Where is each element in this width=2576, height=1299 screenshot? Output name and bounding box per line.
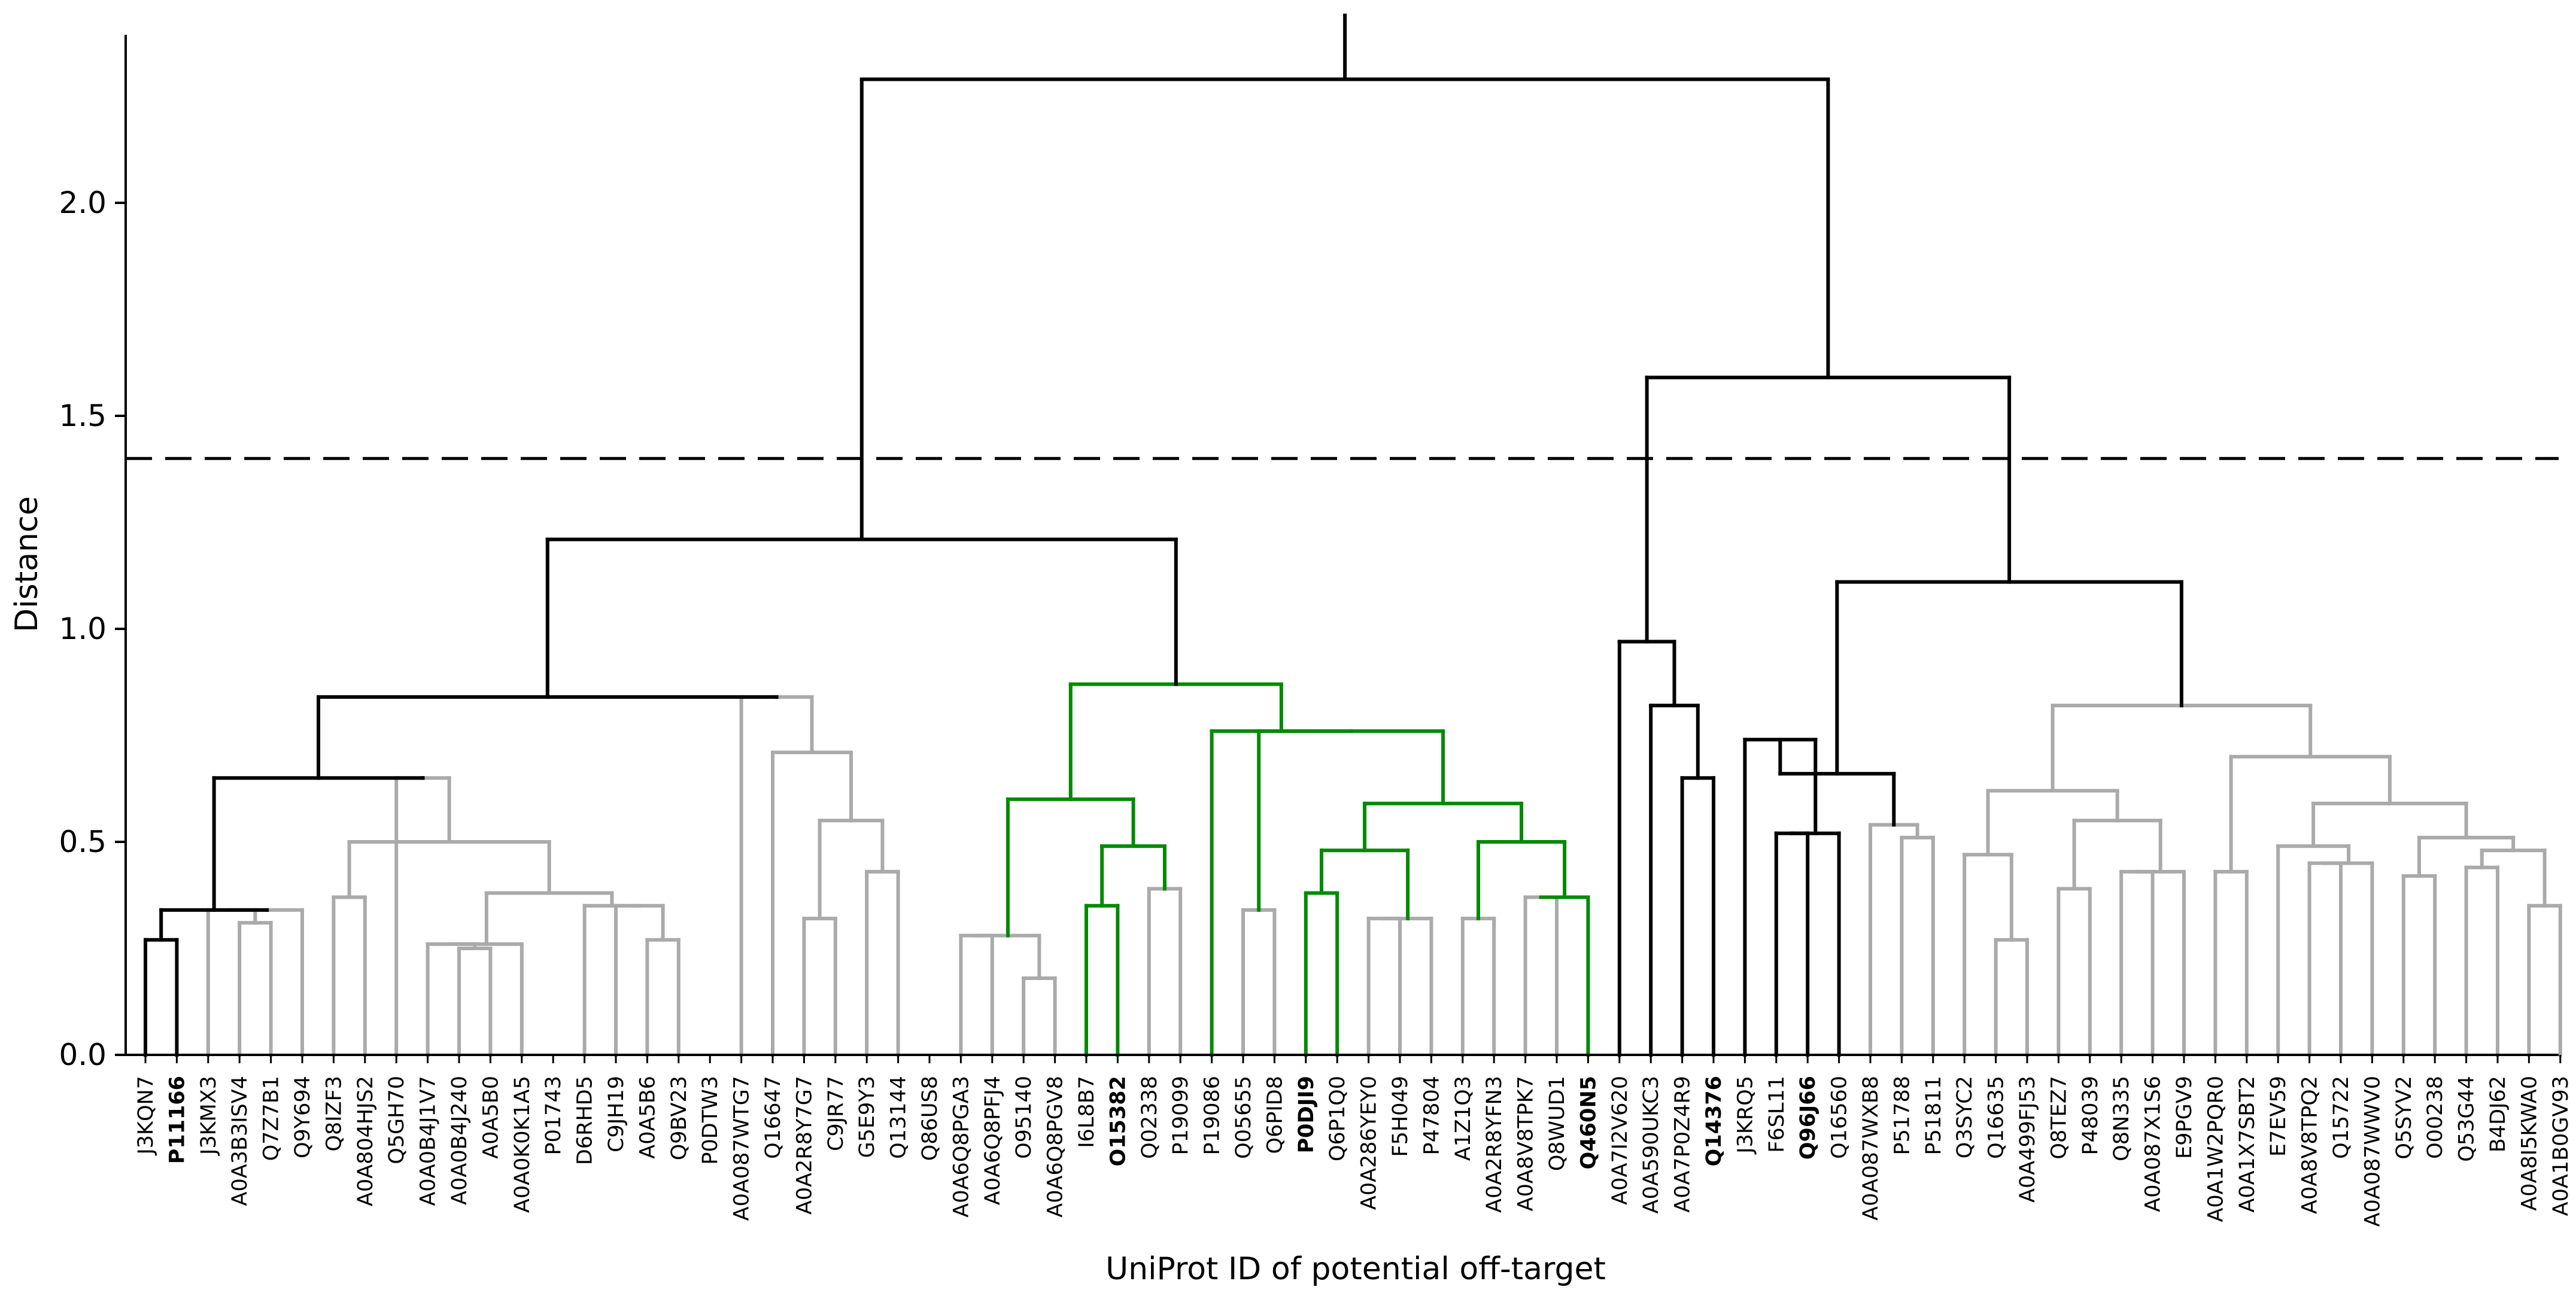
x-tick-label: Q8N335 xyxy=(2110,1076,2134,1161)
x-tick-label: A0A499FJ53 xyxy=(2016,1076,2040,1203)
x-tick-label: A0A6Q8PFJ4 xyxy=(981,1076,1005,1205)
x-tick-label: Q02338 xyxy=(1138,1076,1162,1159)
x-tick-label: P47804 xyxy=(1420,1076,1444,1155)
x-tick-label: A0A1B0GV93 xyxy=(2549,1076,2573,1216)
y-tick-label: 0.0 xyxy=(59,1038,107,1072)
x-tick-label: O15382 xyxy=(1106,1076,1130,1167)
y-tick-label: 1.5 xyxy=(59,398,107,433)
x-tick-label: Q16635 xyxy=(1985,1076,2009,1159)
x-tick-label: A0A1X7SBT2 xyxy=(2235,1076,2259,1213)
x-tick-label: Q5SYV2 xyxy=(2392,1076,2416,1160)
x-tick-label: P11166 xyxy=(165,1076,189,1164)
x-tick-label: A0A6Q8PGA3 xyxy=(949,1076,973,1218)
x-tick-label: Q460N5 xyxy=(1576,1076,1600,1169)
x-tick-label: A0A087X1S6 xyxy=(2141,1076,2165,1212)
x-tick-label: A0A590UKC3 xyxy=(1639,1076,1663,1213)
x-tick-label: A0A7P0Z4R9 xyxy=(1671,1076,1695,1213)
x-tick-label: Q8IZF3 xyxy=(322,1076,346,1152)
x-tick-label: P0DTW3 xyxy=(698,1076,722,1165)
x-tick-label: A0A3B3ISV4 xyxy=(228,1076,252,1206)
x-tick-label: Q8TEZ7 xyxy=(2047,1076,2071,1160)
x-tick-label: Q96J66 xyxy=(1796,1076,1820,1160)
x-tick-label: Q9Y694 xyxy=(291,1076,315,1158)
x-axis-label: UniProt ID of potential off-target xyxy=(1105,1251,1606,1287)
x-tick-label: Q16647 xyxy=(761,1076,785,1159)
x-tick-label: Q86US8 xyxy=(918,1076,942,1161)
x-tick-label: Q7Z7B1 xyxy=(260,1076,284,1161)
x-tick-label: Q6PID8 xyxy=(1263,1076,1287,1154)
x-tick-label: A0A0K0K1A5 xyxy=(511,1076,534,1213)
x-tick-label: Q14376 xyxy=(1702,1076,1726,1167)
x-tick-label: A0A6Q8PGV8 xyxy=(1044,1076,1068,1218)
x-tick-label: A0A087WWV0 xyxy=(2361,1076,2384,1227)
y-tick-label: 0.5 xyxy=(59,825,107,859)
x-tick-label: J3KMX3 xyxy=(197,1076,221,1156)
y-tick-label: 1.0 xyxy=(59,612,107,646)
x-tick-labels: J3KQN7 P11166 J3KMX3 A0A3B3ISV4 Q7Z7B1 Q9Y694… xyxy=(134,1055,2573,1227)
x-tick-label: O00238 xyxy=(2423,1076,2447,1159)
x-tick-label: A0A5B6 xyxy=(636,1076,660,1159)
x-tick-label: Q5GH70 xyxy=(385,1076,409,1164)
x-tick-label: F5H049 xyxy=(1389,1076,1412,1157)
x-tick-label: A0A2R8YFN3 xyxy=(1483,1076,1506,1213)
x-tick-label: P0DJI9 xyxy=(1295,1076,1319,1153)
x-tick-label: P51788 xyxy=(1890,1076,1914,1155)
x-tick-label: P01743 xyxy=(542,1076,566,1155)
x-tick-label: D6RHD5 xyxy=(573,1076,597,1165)
x-tick-label: P48039 xyxy=(2079,1076,2103,1155)
x-tick-label: A0A087WTG7 xyxy=(730,1076,754,1221)
x-tick-label: A0A087WXB8 xyxy=(1859,1076,1883,1221)
x-tick-label: A0A2R8Y7G7 xyxy=(792,1076,816,1215)
x-tick-label: Q53G44 xyxy=(2455,1076,2479,1162)
x-tick-label: A0A0B4J240 xyxy=(448,1076,472,1205)
x-tick-label: Q15722 xyxy=(2329,1076,2353,1159)
x-tick-label: A0A8V8TPQ2 xyxy=(2298,1076,2322,1214)
x-tick-label: C9JR77 xyxy=(824,1076,848,1151)
x-tick-label: A0A8V8TPK7 xyxy=(1514,1076,1538,1211)
x-tick-label: I6L8B7 xyxy=(1075,1076,1099,1148)
x-tick-label: P51811 xyxy=(1922,1076,1946,1155)
y-axis-label: Distance xyxy=(9,496,45,632)
x-tick-label: A0A0B4J1V7 xyxy=(417,1076,441,1206)
x-tick-label: A0A8I5KWA0 xyxy=(2517,1076,2541,1211)
x-tick-label: Q3SYC2 xyxy=(1953,1076,1977,1158)
x-tick-label: A0A5B0 xyxy=(479,1076,503,1159)
x-tick-label: Q8WUD1 xyxy=(1545,1076,1569,1171)
x-tick-label: B4DJ62 xyxy=(2486,1076,2510,1152)
x-tick-label: E7EV59 xyxy=(2267,1076,2291,1157)
axes xyxy=(124,35,2559,1056)
x-tick-label: P19099 xyxy=(1169,1076,1193,1155)
x-tick-label: Q13144 xyxy=(887,1076,911,1159)
x-tick-label: A0A804HJS2 xyxy=(354,1076,378,1206)
dendrogram-links xyxy=(144,13,2562,1057)
x-tick-label: A1Z1Q3 xyxy=(1451,1076,1475,1161)
x-tick-label: P19086 xyxy=(1201,1076,1225,1155)
x-tick-label: Q16560 xyxy=(1828,1076,1852,1159)
x-tick-label: J3KRQ5 xyxy=(1733,1076,1757,1155)
x-tick-label: O95140 xyxy=(1012,1076,1036,1159)
y-ticks: 0.0 0.5 1.0 1.5 2.0 xyxy=(59,185,126,1072)
x-tick-label: G5E9Y3 xyxy=(855,1076,879,1158)
x-tick-label: Q9BV23 xyxy=(667,1076,691,1160)
x-tick-label: E9PGV9 xyxy=(2173,1076,2197,1159)
x-tick-label: A0A7I2V620 xyxy=(1608,1076,1632,1205)
x-tick-label: Q05655 xyxy=(1232,1076,1256,1159)
x-tick-label: A0A286YEY0 xyxy=(1357,1076,1381,1210)
y-tick-label: 2.0 xyxy=(59,185,107,220)
x-tick-label: J3KQN7 xyxy=(134,1076,158,1156)
x-tick-label: F6SL11 xyxy=(1765,1076,1789,1153)
x-tick-label: A0A1W2PQR0 xyxy=(2204,1076,2228,1222)
x-tick-label: Q6P1Q0 xyxy=(1326,1076,1350,1161)
x-tick-label: C9JH19 xyxy=(604,1076,628,1152)
